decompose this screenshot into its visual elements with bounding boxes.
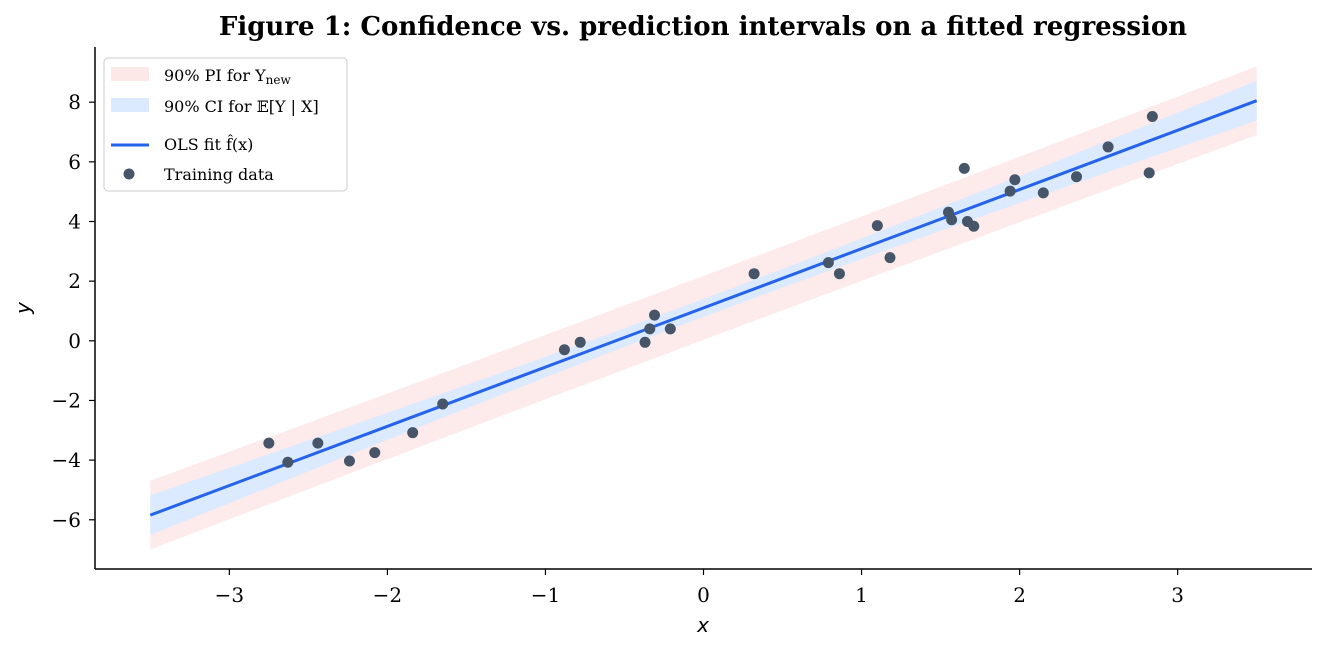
legend: 90% PI for Ynew 90% CI for 𝔼[Y | X] OLS … — [103, 57, 348, 192]
legend-label-fit: OLS fit f̂(x) — [164, 135, 253, 154]
data-point — [1009, 174, 1021, 186]
data-point — [649, 309, 661, 321]
legend-swatch-ci — [111, 98, 149, 112]
data-point — [558, 344, 570, 356]
data-point — [312, 437, 324, 449]
data-point — [369, 447, 381, 459]
legend-label-points: Training data — [164, 165, 274, 184]
x-tick-label: −1 — [531, 583, 560, 607]
data-point — [407, 427, 419, 439]
chart-title: Figure 1: Confidence vs. prediction inte… — [219, 12, 1187, 42]
plot-area — [149, 66, 1258, 550]
data-point — [958, 162, 970, 174]
x-tick-label: −2 — [373, 583, 402, 607]
data-point — [946, 214, 958, 226]
y-tick-label: −6 — [52, 508, 81, 532]
legend-label-pi: 90% PI for Ynew — [164, 66, 292, 87]
x-tick-label: 0 — [697, 583, 710, 607]
data-point — [1143, 167, 1155, 179]
data-point — [871, 220, 883, 232]
y-tick-label: 6 — [68, 150, 81, 174]
x-axis-ticks: −3 −2 −1 0 1 2 3 — [215, 569, 1184, 607]
x-axis-label: x — [696, 613, 709, 637]
y-axis-label: y — [11, 301, 35, 315]
training-data-points — [263, 111, 1158, 468]
data-point — [1102, 141, 1114, 153]
y-tick-label: 4 — [68, 209, 81, 233]
data-point — [833, 268, 845, 280]
data-point — [282, 456, 294, 468]
legend-frame — [103, 57, 348, 192]
data-point — [437, 398, 449, 410]
data-point — [1071, 171, 1083, 183]
x-tick-label: 3 — [1171, 583, 1184, 607]
data-point — [343, 455, 355, 467]
data-point — [263, 437, 275, 449]
data-point — [1004, 185, 1016, 197]
y-tick-label: 8 — [68, 90, 81, 114]
data-point — [664, 323, 676, 335]
data-point — [748, 268, 760, 280]
y-tick-label: 2 — [68, 269, 81, 293]
data-point — [822, 257, 834, 269]
x-tick-label: 1 — [855, 583, 868, 607]
data-point — [574, 336, 586, 348]
data-point — [639, 336, 651, 348]
y-tick-label: 0 — [68, 329, 81, 353]
x-tick-label: −3 — [215, 583, 244, 607]
x-tick-label: 2 — [1013, 583, 1026, 607]
ols-fit-line — [149, 99, 1258, 517]
data-point — [968, 220, 980, 232]
y-axis-ticks: −6 −4 −2 0 2 4 6 8 — [52, 90, 95, 532]
legend-swatch-points — [123, 168, 135, 180]
y-tick-label: −4 — [52, 448, 81, 472]
y-tick-label: −2 — [52, 388, 81, 412]
legend-swatch-pi — [111, 67, 149, 81]
data-point — [1146, 111, 1158, 123]
data-point — [644, 323, 656, 335]
data-point — [1037, 187, 1049, 199]
data-point — [884, 252, 896, 264]
legend-label-ci: 90% CI for 𝔼[Y | X] — [164, 97, 319, 116]
